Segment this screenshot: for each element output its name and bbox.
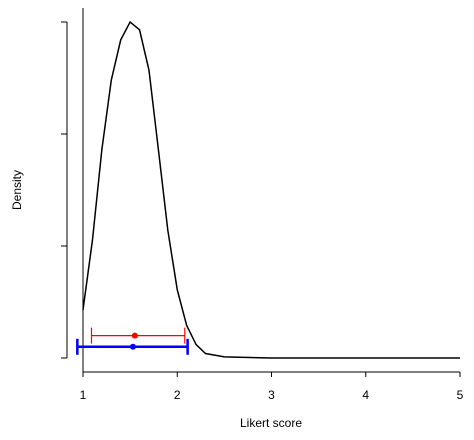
x-axis-title: Likert score (240, 416, 302, 430)
x-tick-label: 1 (80, 388, 87, 402)
density-curve (82, 20, 460, 359)
interval-point (129, 343, 136, 350)
interval-point (131, 332, 138, 339)
x-tick-label: 4 (362, 388, 369, 402)
x-tick-label: 2 (174, 388, 181, 402)
x-tick-label: 5 (457, 388, 464, 402)
y-axis-title: Density (10, 170, 24, 210)
x-tick-label: 3 (268, 388, 275, 402)
